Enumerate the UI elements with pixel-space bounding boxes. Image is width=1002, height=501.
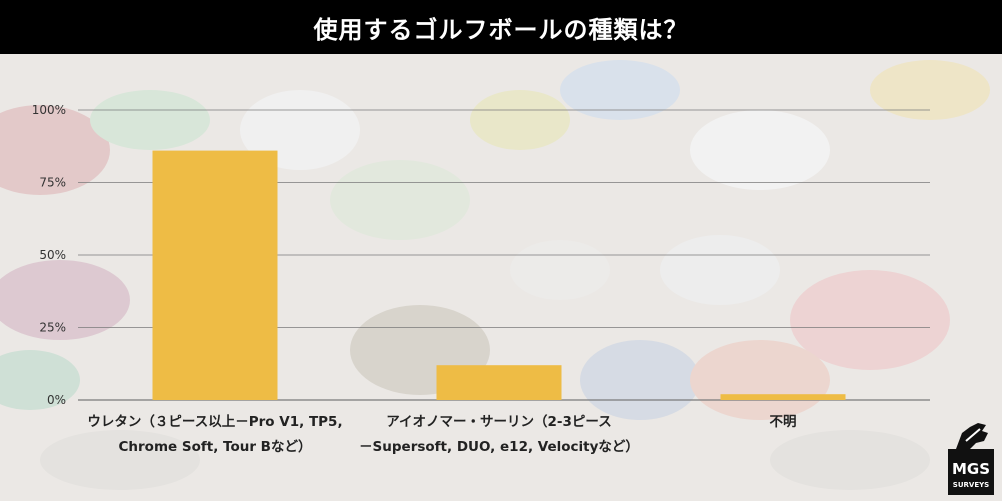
x-category-label: Chrome Soft, Tour Bなど） xyxy=(119,439,312,455)
y-axis-tick-labels: 0% 25% 50% 75% 100% xyxy=(32,103,66,407)
logo-surveys-text: SURVEYS xyxy=(953,481,989,489)
title-banner: 使用するゴルフボールの種類は？ xyxy=(0,0,1002,54)
mgs-surveys-logo: MGS SURVEYS xyxy=(948,423,994,495)
x-category-label: －Supersoft, DUO, e12, Velocityなど） xyxy=(359,439,639,455)
y-tick-label: 75% xyxy=(39,176,66,190)
bar xyxy=(720,394,846,400)
x-axis-category-labels: ウレタン（３ピース以上－Pro V1, TP5, Chrome Soft, Tou… xyxy=(87,414,796,455)
bar xyxy=(152,150,278,400)
y-tick-label: 25% xyxy=(39,321,66,335)
x-category-label: 不明 xyxy=(770,414,797,430)
x-category-label: アイオノマー・サーリン（2-3ピース xyxy=(386,414,612,430)
y-tick-label: 50% xyxy=(39,248,66,262)
bars xyxy=(152,150,846,400)
page-title: 使用するゴルフボールの種類は？ xyxy=(313,15,689,44)
y-tick-label: 0% xyxy=(47,393,66,407)
logo-mgs-text: MGS xyxy=(952,460,990,478)
bar xyxy=(436,365,562,400)
y-tick-label: 100% xyxy=(32,103,66,117)
x-category-label: ウレタン（３ピース以上－Pro V1, TP5, xyxy=(87,414,342,430)
